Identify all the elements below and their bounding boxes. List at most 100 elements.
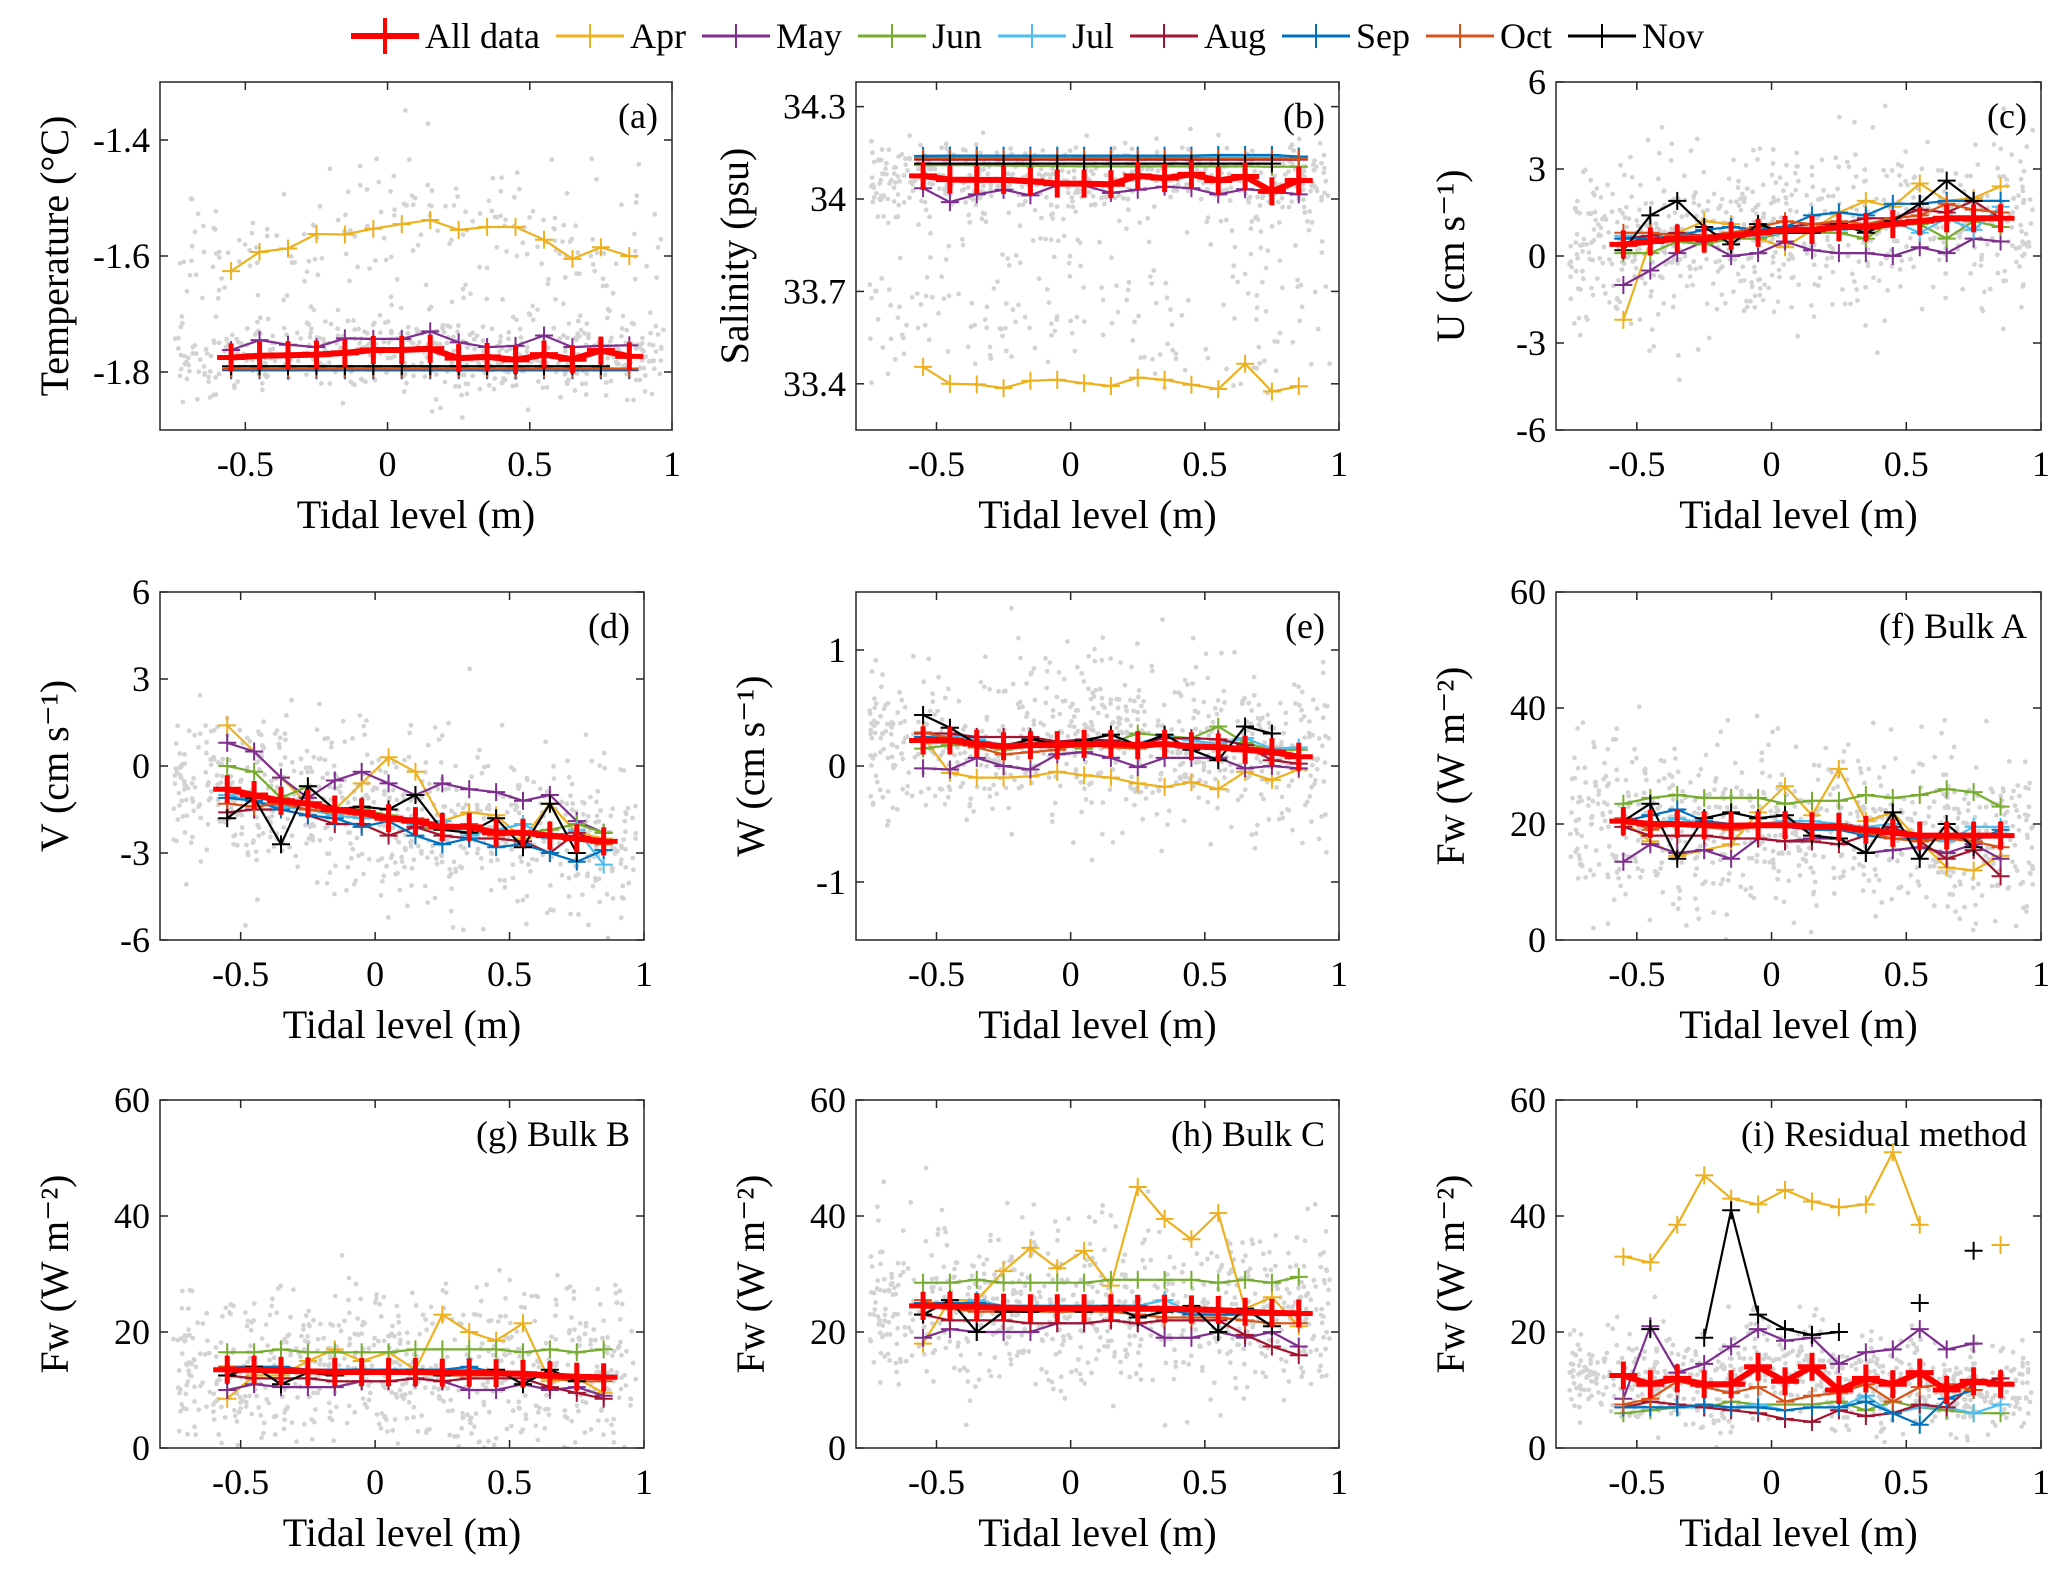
scatter-point [919,198,924,204]
data-point [1155,370,1174,389]
scatter-point [1898,884,1904,890]
y-tick-label: 0 [1528,236,1546,276]
scatter-point [461,372,467,378]
scatter-point [409,838,414,844]
scatter-point [1622,172,1627,178]
scatter-point [1319,743,1325,749]
scatter-point [1123,796,1129,802]
scatter-point [301,231,307,237]
scatter-point [579,381,585,387]
scatter-point [584,873,590,879]
scatter-point [893,180,898,186]
scatter-point [1739,792,1744,797]
scatter-point [926,337,932,343]
scatter-point [633,830,639,836]
scatter-point [1575,286,1581,291]
scatter-point [982,786,987,791]
scatter-point [1985,193,1990,199]
scatter-point [1099,695,1105,701]
scatter-point [429,849,435,855]
scatter-point [1979,893,1985,898]
scatter-point [1222,700,1227,705]
scatter-point [918,789,924,795]
scatter-point [1819,157,1825,163]
scatter-point [1667,785,1672,791]
scatter-point [1221,688,1227,694]
data-point [352,762,371,781]
scatter-point [192,732,198,738]
scatter-point [264,374,270,380]
scatter-point [1206,733,1212,738]
scatter-point [1698,766,1704,772]
scatter-point [340,795,345,800]
scatter-point [946,243,952,249]
scatter-point [467,666,473,672]
scatter-point [393,871,398,877]
scatter-point [307,334,313,340]
scatter-point [1661,776,1667,781]
scatter-point [601,250,607,256]
scatter-point [1319,814,1324,819]
scatter-point [364,792,369,798]
data-point [1204,733,1233,762]
x-tick-label: 0.5 [487,954,532,994]
scatter-point [1098,770,1104,776]
scatter-point [1629,174,1635,180]
scatter-point [1723,300,1728,306]
scatter-point [1022,314,1028,320]
scatter-point [1581,236,1587,242]
data-point [1668,191,1687,210]
scatter-point [310,837,316,843]
scatter-point [236,259,242,264]
data-point [433,774,452,793]
scatter-point [1219,650,1224,656]
scatter-point [1290,827,1295,833]
scatter-point [1606,824,1611,830]
scatter-point [530,317,536,323]
scatter-point [928,230,933,236]
scatter-point [1614,767,1619,773]
scatter-point [1112,195,1118,201]
scatter-point [596,819,602,824]
scatter-point [1863,323,1868,328]
scatter-point [1208,242,1214,247]
scatter-point [642,389,648,394]
data-point [1262,382,1281,401]
scatter-point [1008,146,1013,151]
scatter-point [982,684,987,690]
scatter-point [1215,698,1221,703]
legend-item: May [700,15,842,57]
scatter-point [1041,751,1047,757]
data-point [1824,213,1853,241]
scatter-point [324,771,330,777]
scatter-point [1750,207,1756,213]
scatter-point [410,340,416,346]
scatter-point [347,278,352,284]
scatter-point [355,264,361,270]
scatter-point [1169,727,1174,732]
scatter-point [1866,766,1872,772]
scatter-point [1086,686,1091,692]
legend-label: Oct [1500,16,1552,56]
scatter-point [1777,175,1783,181]
scatter-point [1865,247,1871,253]
legend-swatch [1130,24,1198,48]
scatter-point [1246,700,1252,706]
x-tick-label: 1 [1330,954,1348,994]
y-tick-label: 0 [132,746,150,786]
scatter-point [486,802,492,808]
scatter-point [655,245,661,250]
scatter-point [583,392,589,397]
scatter-point [894,744,900,750]
scatter-point [1068,318,1074,324]
scatter-point [1606,844,1612,849]
scatter-point [1265,248,1271,254]
scatter-point [1114,696,1119,702]
scatter-point [903,156,908,162]
scatter-point [183,783,189,789]
scatter-point [1099,657,1105,663]
scatter-point [1905,890,1911,896]
scatter-point [1231,263,1237,269]
scatter-point [1186,146,1191,152]
